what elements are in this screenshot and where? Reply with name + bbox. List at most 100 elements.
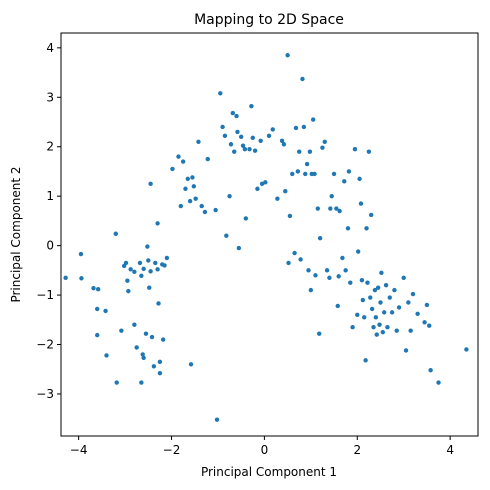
data-point bbox=[365, 280, 370, 285]
data-point bbox=[383, 282, 389, 288]
data-point bbox=[396, 305, 402, 310]
data-point bbox=[148, 181, 153, 187]
data-point bbox=[258, 138, 263, 143]
data-point bbox=[227, 193, 232, 199]
data-point bbox=[298, 257, 303, 262]
data-point bbox=[374, 332, 379, 337]
data-point bbox=[297, 149, 302, 154]
data-point bbox=[382, 310, 387, 315]
data-point bbox=[183, 186, 188, 191]
data-point bbox=[240, 143, 246, 148]
data-point bbox=[331, 171, 337, 177]
y-tick-label: 4 bbox=[46, 41, 54, 55]
data-point bbox=[132, 322, 137, 327]
data-point bbox=[140, 352, 145, 357]
data-point bbox=[366, 149, 372, 154]
data-point bbox=[350, 325, 355, 330]
data-point bbox=[220, 124, 225, 130]
y-tick-label: 1 bbox=[46, 189, 54, 203]
data-point bbox=[345, 226, 351, 231]
data-point bbox=[250, 135, 255, 141]
data-point bbox=[255, 186, 260, 191]
data-point bbox=[202, 209, 208, 215]
data-point bbox=[378, 300, 383, 305]
data-point bbox=[301, 124, 307, 130]
y-tick-label: −2 bbox=[36, 338, 54, 352]
data-point bbox=[327, 275, 332, 280]
data-point bbox=[355, 312, 360, 318]
data-point bbox=[149, 334, 155, 340]
data-point bbox=[236, 245, 242, 251]
data-point bbox=[372, 287, 378, 293]
x-tick-label: 2 bbox=[353, 443, 361, 457]
data-point bbox=[187, 198, 193, 204]
x-tick-label: 4 bbox=[446, 443, 454, 457]
data-point bbox=[141, 266, 146, 272]
y-tick-label: −1 bbox=[36, 288, 54, 302]
data-point bbox=[357, 176, 362, 182]
data-point bbox=[103, 308, 108, 314]
data-point bbox=[415, 311, 420, 317]
data-point bbox=[307, 149, 313, 154]
data-point bbox=[156, 301, 161, 306]
y-tick-label: 2 bbox=[46, 140, 54, 154]
data-point bbox=[143, 331, 149, 336]
data-point bbox=[132, 269, 137, 275]
data-point bbox=[342, 179, 347, 184]
data-point bbox=[196, 139, 201, 144]
data-point bbox=[406, 300, 411, 305]
data-point bbox=[360, 297, 366, 303]
data-point bbox=[328, 206, 333, 211]
data-point bbox=[408, 328, 413, 333]
data-point bbox=[252, 148, 258, 153]
data-point bbox=[205, 156, 210, 162]
data-point bbox=[336, 274, 341, 279]
data-point bbox=[170, 166, 175, 172]
data-point bbox=[335, 303, 340, 309]
y-tick-label: −3 bbox=[36, 387, 54, 401]
data-point bbox=[369, 306, 375, 312]
data-point bbox=[266, 133, 272, 139]
data-point bbox=[151, 364, 157, 369]
data-point bbox=[123, 260, 129, 266]
data-point bbox=[180, 159, 186, 164]
x-tick-label: −4 bbox=[70, 443, 88, 457]
data-point bbox=[139, 380, 144, 385]
data-point bbox=[113, 231, 119, 236]
data-point bbox=[343, 268, 348, 273]
data-point bbox=[312, 171, 317, 177]
data-point bbox=[281, 142, 287, 147]
plot-frame bbox=[60, 32, 479, 437]
data-point bbox=[287, 213, 293, 219]
data-point bbox=[279, 138, 285, 143]
data-point bbox=[222, 133, 228, 139]
data-point bbox=[464, 347, 469, 352]
data-point bbox=[363, 358, 368, 363]
data-point bbox=[147, 285, 152, 290]
data-point bbox=[139, 273, 144, 278]
data-point bbox=[337, 208, 342, 214]
data-point bbox=[157, 371, 163, 376]
data-point bbox=[275, 196, 280, 201]
data-point bbox=[128, 267, 133, 272]
x-axis-ticks: −4 −2 0 2 4 bbox=[70, 436, 454, 457]
y-tick-label: 3 bbox=[46, 90, 54, 104]
data-point bbox=[371, 325, 376, 330]
data-point bbox=[146, 258, 151, 263]
x-tick-label: 0 bbox=[261, 443, 269, 457]
data-point bbox=[283, 189, 288, 194]
data-point bbox=[224, 233, 229, 238]
data-point bbox=[218, 91, 223, 96]
data-point bbox=[95, 306, 100, 312]
data-point bbox=[247, 147, 252, 152]
data-point bbox=[160, 337, 166, 342]
data-point bbox=[153, 260, 158, 266]
data-point bbox=[394, 328, 399, 333]
data-point bbox=[199, 203, 204, 209]
data-point bbox=[359, 278, 365, 283]
data-point bbox=[304, 161, 310, 167]
data-point bbox=[191, 184, 197, 189]
data-point bbox=[242, 147, 248, 152]
